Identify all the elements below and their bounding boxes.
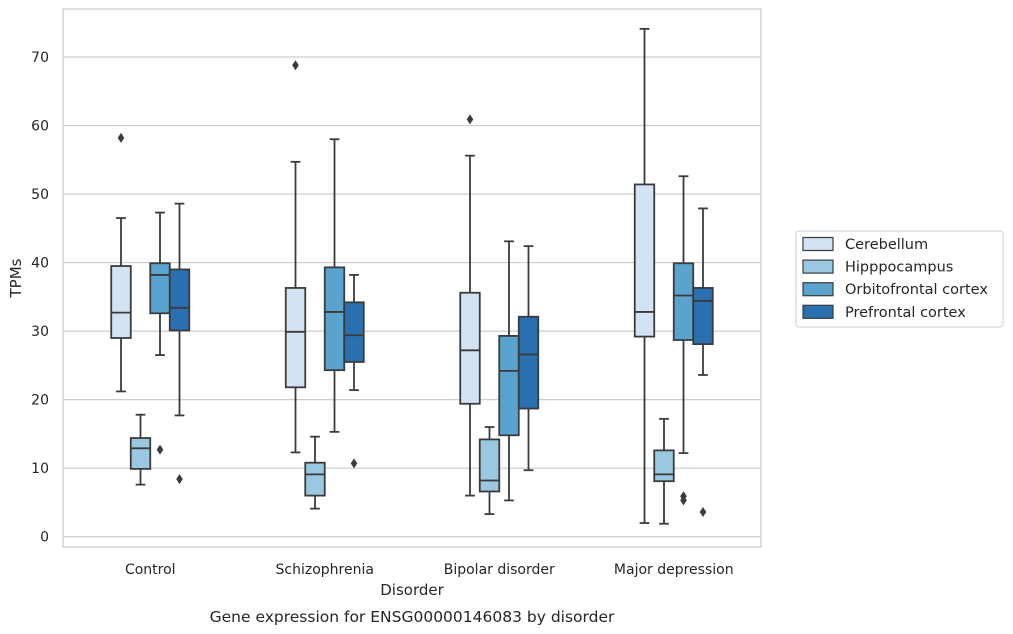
legend-frame (795, 230, 1004, 328)
legend-label: Cerebellum (845, 237, 928, 253)
y-tick-label: 20 (31, 393, 49, 409)
box-iqr (323, 266, 346, 372)
legend-swatch (802, 304, 834, 319)
box-orbitofrontal-cortex (498, 240, 520, 502)
box-prefrontal-cortex (343, 274, 365, 469)
x-tick-label: Major depression (614, 562, 734, 578)
box-hipppocampus (478, 426, 501, 516)
y-tick-label: 0 (40, 530, 49, 546)
box-iqr (653, 449, 675, 483)
box-hipppocampus (653, 417, 675, 525)
box-iqr (284, 287, 307, 389)
box-orbitofrontal-cortex (672, 175, 695, 506)
outlier-point (292, 60, 299, 71)
y-tick-label: 30 (31, 324, 49, 340)
box-iqr (478, 438, 501, 493)
y-tick-label: 10 (31, 461, 49, 477)
legend-label: Prefrontal cortex (845, 305, 966, 321)
figure-caption: Gene expression for ENSG00000146083 by d… (210, 608, 615, 626)
outlier-point (466, 114, 474, 125)
box-iqr (459, 291, 481, 405)
box-orbitofrontal-cortex (323, 138, 346, 433)
box-cerebellum (284, 60, 307, 454)
box-hipppocampus (129, 413, 152, 486)
y-tick-label: 60 (31, 119, 49, 135)
box-iqr (633, 183, 656, 338)
legend-label: Orbitofrontal cortex (845, 282, 988, 298)
box-prefrontal-cortex (517, 245, 540, 472)
x-tick-label: Bipolar disorder (444, 562, 555, 578)
y-tick-label: 40 (31, 256, 49, 272)
y-tick-label: 70 (31, 50, 49, 66)
box-iqr (498, 335, 520, 437)
y-tick-labels: 0 10 20 30 40 50 60 70 (31, 50, 49, 546)
outlier-point (156, 444, 164, 455)
y-tick-label: 50 (31, 187, 49, 203)
legend-swatch (802, 236, 834, 252)
box-orbitofrontal-cortex (149, 211, 171, 455)
x-tick-label: Control (125, 562, 176, 578)
x-tick-labels: Control Schizophrenia Bipolar disorder Majo… (125, 562, 734, 578)
boxes (110, 27, 714, 525)
box-cerebellum (110, 132, 132, 393)
box-iqr (517, 315, 540, 410)
box-iqr (692, 287, 714, 346)
outlier-point (699, 507, 707, 518)
legend-label: Hipppocampus (845, 260, 953, 276)
box-iqr (672, 262, 695, 341)
box-prefrontal-cortex (168, 202, 191, 485)
x-axis-label: Disorder (380, 581, 444, 599)
outlier-point (176, 474, 183, 485)
plot-area-frame (62, 8, 762, 548)
box-iqr (168, 268, 191, 332)
box-hipppocampus (304, 435, 326, 510)
box-iqr (304, 461, 326, 497)
outlier-point (350, 458, 358, 469)
box-cerebellum (459, 114, 481, 497)
legend-swatch (802, 282, 834, 297)
legend-swatch (802, 259, 834, 274)
box-iqr (110, 265, 132, 339)
outlier-point (117, 132, 125, 143)
box-iqr (129, 437, 152, 470)
box-prefrontal-cortex (692, 207, 714, 518)
box-iqr (343, 301, 365, 363)
y-axis-label: TPMs (7, 258, 25, 298)
box-iqr (149, 262, 171, 315)
legend: Cerebellum Hipppocampus Orbitofrontal cort… (795, 230, 1004, 328)
outlier-point (680, 491, 687, 502)
x-tick-label: Schizophrenia (276, 562, 374, 578)
box-cerebellum (633, 27, 656, 524)
